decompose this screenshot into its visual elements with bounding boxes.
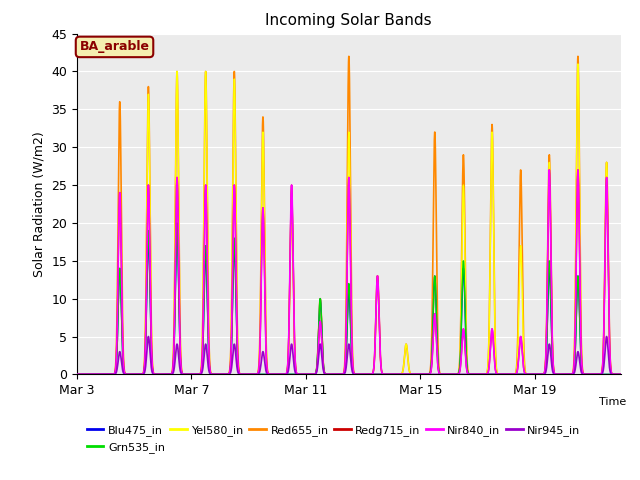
Blu475_in: [202, 252, 210, 257]
Nir840_in: [73, 372, 81, 377]
Nir945_in: [330, 372, 337, 377]
Yel580_in: [617, 372, 625, 377]
Blu475_in: [617, 372, 625, 377]
Red655_in: [73, 372, 81, 377]
Grn535_in: [617, 372, 625, 377]
Nir945_in: [145, 334, 152, 339]
Nir840_in: [245, 372, 253, 377]
Yel580_in: [335, 372, 342, 377]
Redg715_in: [220, 372, 227, 377]
Grn535_in: [335, 372, 342, 377]
Nir945_in: [220, 372, 227, 377]
Yel580_in: [245, 372, 253, 377]
Grn535_in: [245, 372, 253, 377]
Grn535_in: [563, 372, 570, 377]
Line: Redg715_in: Redg715_in: [77, 170, 621, 374]
Nir840_in: [563, 372, 570, 377]
Nir945_in: [335, 372, 342, 377]
Blu475_in: [220, 372, 227, 377]
Blu475_in: [330, 372, 337, 377]
Nir840_in: [545, 167, 553, 173]
Red655_in: [202, 69, 210, 75]
Red655_in: [563, 372, 570, 377]
Yel580_in: [220, 372, 227, 377]
Nir945_in: [73, 372, 81, 377]
Nir840_in: [335, 372, 342, 377]
Nir840_in: [202, 182, 210, 188]
Red655_in: [335, 372, 342, 377]
Line: Nir945_in: Nir945_in: [77, 336, 621, 374]
Blu475_in: [173, 228, 181, 233]
Blu475_in: [563, 372, 570, 377]
Yel580_in: [574, 61, 582, 67]
Grn535_in: [330, 372, 337, 377]
Nir840_in: [617, 372, 625, 377]
Red655_in: [330, 372, 337, 377]
Yel580_in: [563, 372, 570, 377]
Red655_in: [220, 372, 227, 377]
Grn535_in: [202, 244, 210, 250]
Redg715_in: [245, 372, 253, 377]
Yel580_in: [202, 69, 210, 75]
Red655_in: [617, 372, 625, 377]
Line: Blu475_in: Blu475_in: [77, 230, 621, 374]
Yel580_in: [330, 372, 337, 377]
Red655_in: [245, 372, 253, 377]
Y-axis label: Solar Radiation (W/m2): Solar Radiation (W/m2): [33, 131, 45, 277]
Nir945_in: [202, 341, 210, 347]
Blu475_in: [335, 372, 342, 377]
Grn535_in: [173, 220, 181, 226]
Blu475_in: [73, 372, 81, 377]
Red655_in: [345, 53, 353, 59]
Blu475_in: [245, 372, 253, 377]
Text: BA_arable: BA_arable: [79, 40, 150, 53]
Line: Nir840_in: Nir840_in: [77, 170, 621, 374]
Redg715_in: [545, 167, 553, 173]
Redg715_in: [330, 372, 337, 377]
Redg715_in: [202, 182, 210, 188]
Grn535_in: [220, 372, 227, 377]
Text: Time: Time: [599, 396, 626, 407]
Nir945_in: [245, 372, 253, 377]
Grn535_in: [73, 372, 81, 377]
Nir840_in: [330, 372, 337, 377]
Line: Yel580_in: Yel580_in: [77, 64, 621, 374]
Nir840_in: [220, 372, 227, 377]
Redg715_in: [73, 372, 81, 377]
Redg715_in: [335, 372, 342, 377]
Redg715_in: [563, 372, 570, 377]
Nir945_in: [563, 372, 570, 377]
Line: Red655_in: Red655_in: [77, 56, 621, 374]
Title: Incoming Solar Bands: Incoming Solar Bands: [266, 13, 432, 28]
Legend: Blu475_in, Grn535_in, Yel580_in, Red655_in, Redg715_in, Nir840_in, Nir945_in: Blu475_in, Grn535_in, Yel580_in, Red655_…: [83, 421, 585, 457]
Redg715_in: [617, 372, 625, 377]
Line: Grn535_in: Grn535_in: [77, 223, 621, 374]
Nir945_in: [617, 372, 625, 377]
Yel580_in: [73, 372, 81, 377]
